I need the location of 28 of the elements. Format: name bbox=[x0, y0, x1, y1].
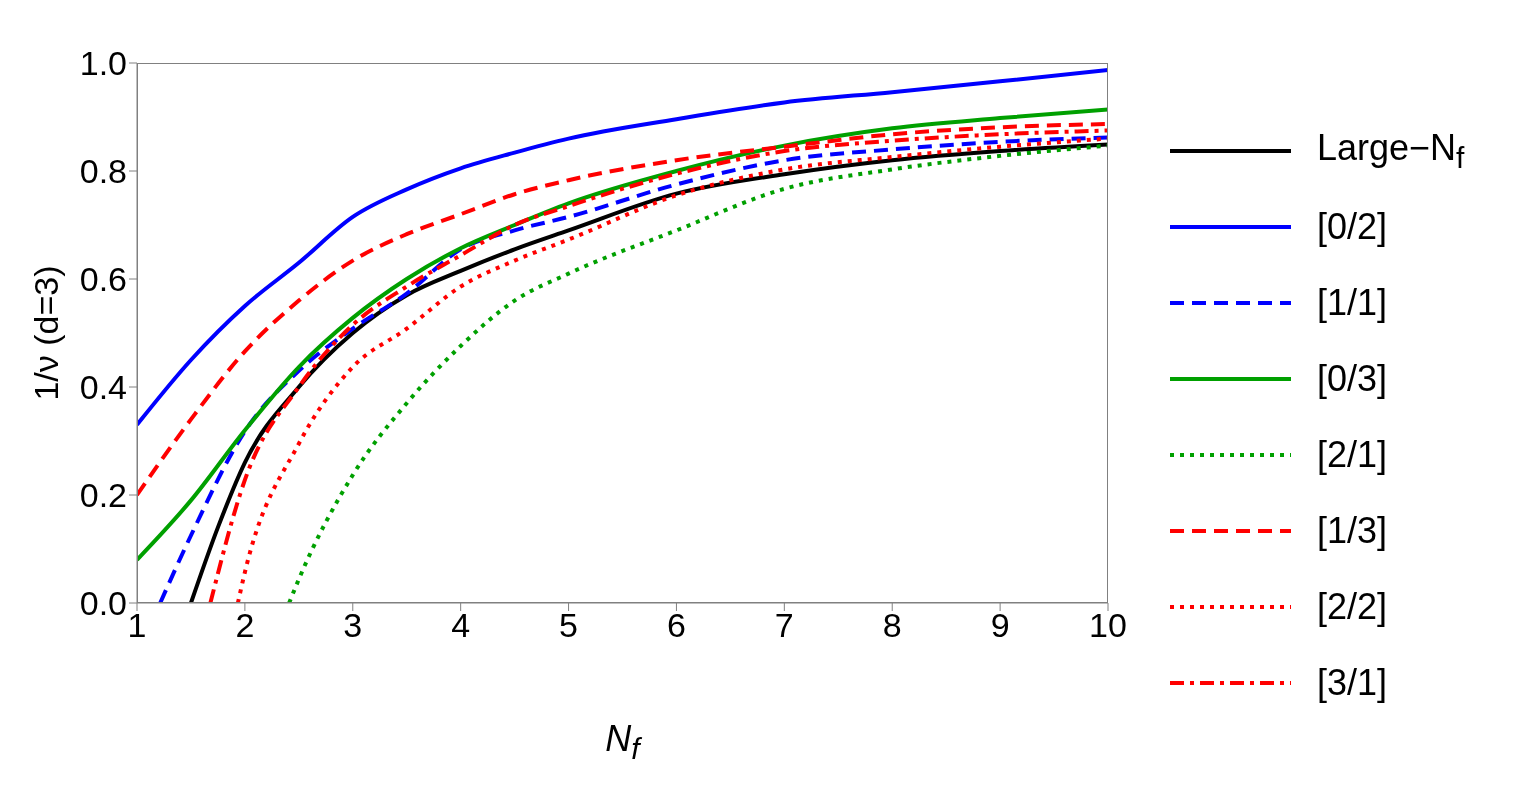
y-tick-label: 0.4 bbox=[79, 368, 127, 407]
legend-label: [2/1] bbox=[1317, 434, 1388, 476]
legend-label: Large−N$_{f}$ bbox=[1317, 126, 1465, 176]
line-series bbox=[137, 107, 1108, 562]
x-tick-label: 9 bbox=[990, 606, 1010, 645]
legend-label: [0/3] bbox=[1317, 358, 1388, 400]
x-tick-label: 4 bbox=[451, 606, 471, 645]
y-axis-title: 1/ν (d=3) bbox=[26, 265, 66, 401]
y-tick-label: 0.2 bbox=[79, 476, 127, 515]
legend-label: [0/2] bbox=[1317, 206, 1388, 248]
y-tick-label: 0.8 bbox=[79, 152, 127, 191]
y-tick-label: 0.0 bbox=[79, 584, 127, 623]
line-series bbox=[137, 68, 1108, 427]
x-tick-label: 7 bbox=[774, 606, 794, 645]
y-tick-label: 0.6 bbox=[79, 260, 127, 299]
legend-label: [1/3] bbox=[1317, 510, 1388, 552]
x-tick-label: 5 bbox=[559, 606, 579, 645]
x-tick-label: 3 bbox=[343, 606, 363, 645]
y-tick-label: 1.0 bbox=[79, 44, 127, 83]
x-tick-label: 1 bbox=[127, 606, 147, 645]
legend-label: [3/1] bbox=[1317, 662, 1388, 704]
x-tick-label: 8 bbox=[882, 606, 902, 645]
legend-label: [2/2] bbox=[1317, 586, 1388, 628]
x-axis-title: N$_{f}$ bbox=[604, 718, 643, 767]
x-tick-label: 2 bbox=[235, 606, 255, 645]
legend-label: [1/1] bbox=[1317, 282, 1388, 324]
x-tick-label: 10 bbox=[1089, 606, 1127, 645]
x-tick-label: 6 bbox=[666, 606, 686, 645]
